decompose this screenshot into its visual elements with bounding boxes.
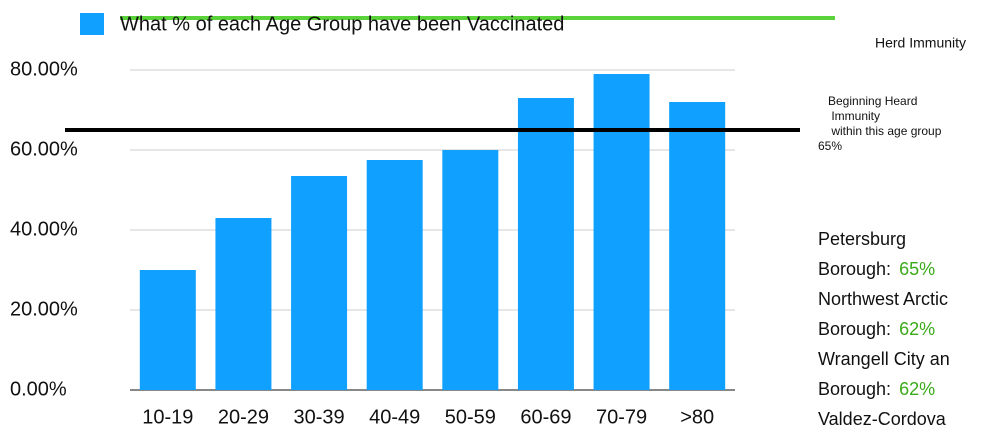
- region-label: Borough:: [818, 379, 891, 399]
- region-label: Petersburg: [818, 229, 906, 249]
- reference-label: Herd Immunity: [875, 35, 966, 51]
- y-tick-label: 60.00%: [10, 138, 78, 160]
- region-value: 62%: [899, 379, 935, 399]
- x-tick-label: 40-49: [369, 406, 420, 428]
- x-tick-label: 10-19: [142, 406, 193, 428]
- region-label: Valdez-Cordova: [818, 409, 947, 429]
- reference-label: Immunity: [828, 109, 880, 123]
- bar: [139, 270, 196, 390]
- bar: [366, 160, 423, 390]
- y-tick-label: 20.00%: [10, 298, 78, 320]
- x-tick-label: 60-69: [520, 406, 571, 428]
- region-label: Borough:: [818, 259, 891, 279]
- x-tick-label: 70-79: [596, 406, 647, 428]
- x-tick-label: 30-39: [293, 406, 344, 428]
- y-tick-label: 80.00%: [10, 58, 78, 80]
- legend-swatch: [80, 13, 104, 35]
- bar: [669, 102, 726, 390]
- bar: [442, 150, 499, 390]
- region-value: 65%: [899, 259, 935, 279]
- x-tick-label: 50-59: [445, 406, 496, 428]
- bar: [593, 74, 650, 390]
- reference-value: 65%: [818, 139, 842, 153]
- bar: [291, 176, 348, 390]
- region-label: Northwest Arctic: [818, 289, 948, 309]
- region-label: Borough:: [818, 319, 891, 339]
- reference-label: within this age group: [828, 124, 942, 138]
- x-tick-label: 20-29: [218, 406, 269, 428]
- reference-label: Beginning Heard: [828, 94, 917, 108]
- y-tick-label: 40.00%: [10, 218, 78, 240]
- y-tick-label: 0.00%: [10, 378, 67, 400]
- bar: [517, 98, 574, 390]
- legend-label: What % of each Age Group have been Vacci…: [120, 13, 564, 35]
- x-tick-label: >80: [680, 406, 714, 428]
- bar: [215, 218, 272, 390]
- region-value: 62%: [899, 319, 935, 339]
- region-label: Wrangell City an: [818, 349, 950, 369]
